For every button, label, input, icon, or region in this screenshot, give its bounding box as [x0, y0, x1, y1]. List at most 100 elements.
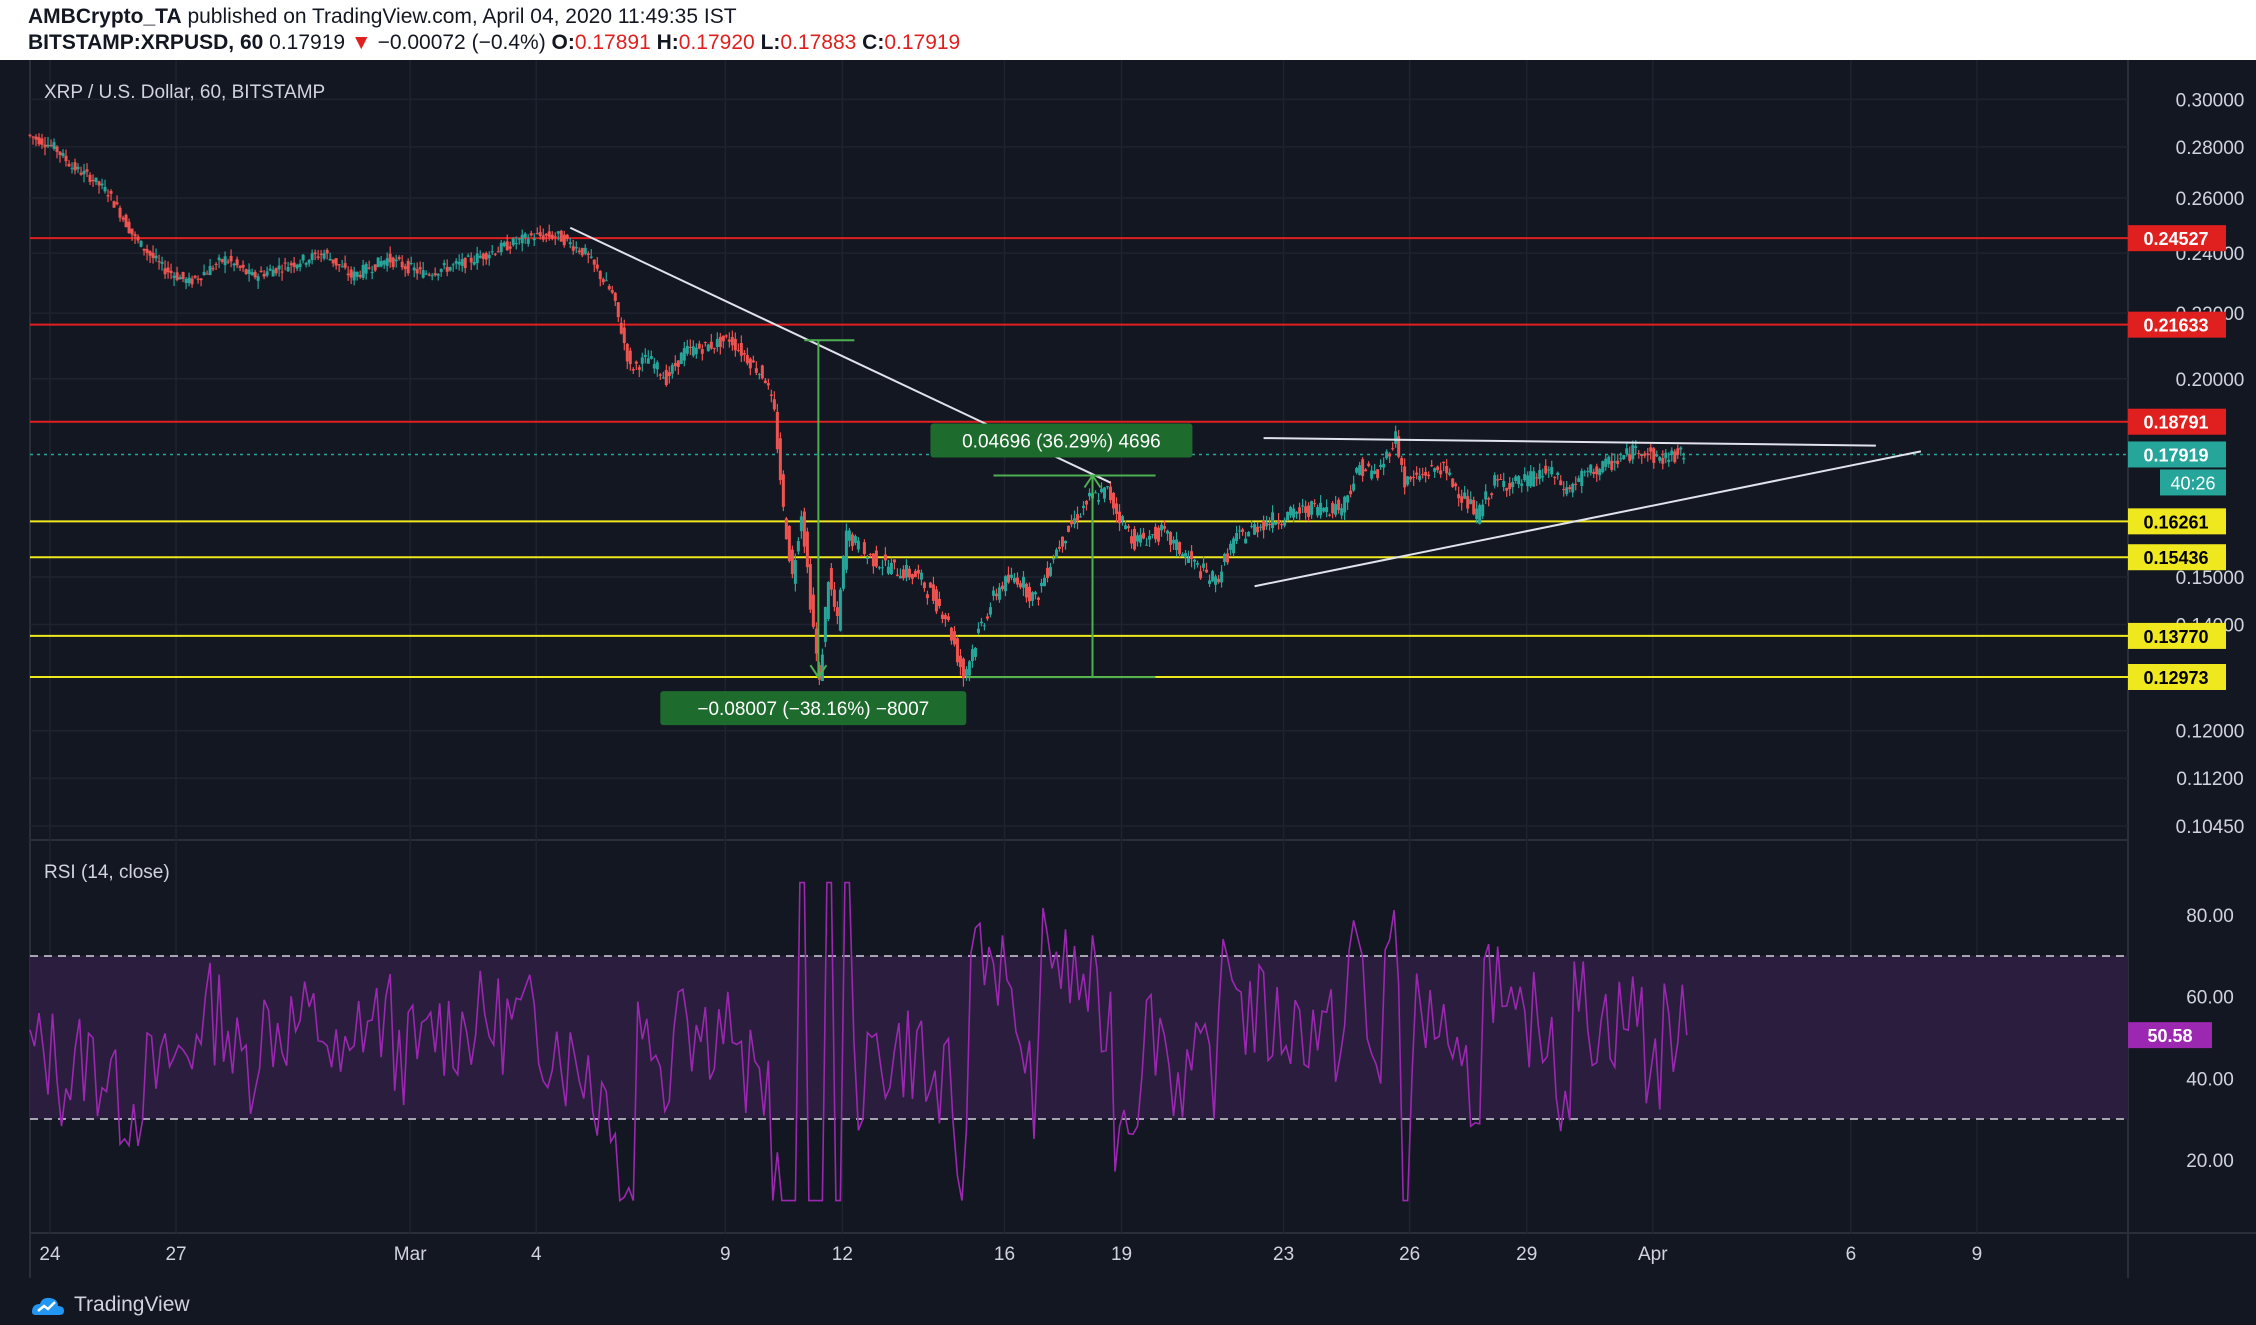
candle-body: [673, 362, 677, 367]
candle-body: [361, 264, 365, 278]
rsi-y-tick-label: 20.00: [2186, 1151, 2234, 1172]
candle-body: [1562, 489, 1566, 491]
candle-body: [319, 253, 323, 255]
candle-body: [1544, 465, 1548, 474]
candle-body: [1103, 487, 1107, 499]
candle-body: [1388, 453, 1392, 457]
y-tick-label: 0.12000: [2176, 722, 2245, 743]
candle-body: [832, 589, 836, 607]
candle-body: [250, 272, 254, 276]
candle-body: [904, 565, 908, 578]
candle-body: [1427, 474, 1431, 477]
candle-body: [1331, 502, 1335, 514]
candle-body: [1589, 464, 1593, 473]
candle-body: [1475, 508, 1479, 520]
tradingview-logo[interactable]: TradingView: [28, 1293, 190, 1317]
candle-body: [1133, 528, 1137, 550]
candle-body: [1634, 446, 1638, 449]
candle-body: [568, 242, 572, 245]
candle-body: [598, 270, 602, 280]
candle-body: [1145, 544, 1149, 546]
candle-body: [652, 364, 656, 369]
candle-body: [385, 258, 389, 266]
candle-body: [724, 335, 728, 337]
candle-body: [226, 261, 230, 263]
candle-body: [547, 231, 551, 238]
candle-body: [34, 136, 38, 140]
candle-body: [982, 625, 986, 627]
candle-body: [760, 365, 764, 379]
candle-body: [1616, 460, 1620, 465]
candle-body: [1391, 448, 1395, 450]
candle-body: [1139, 534, 1143, 543]
candle-body: [1322, 507, 1326, 512]
candle-body: [1066, 525, 1070, 532]
candle-body: [1136, 535, 1140, 542]
rsi-value-label: 50.58: [2147, 1026, 2192, 1046]
candle-body: [1115, 503, 1119, 514]
candle-body: [943, 615, 947, 620]
candle-body: [835, 607, 839, 617]
candle-body: [637, 367, 641, 370]
candle-body: [1652, 448, 1656, 463]
candle-body: [1520, 483, 1524, 486]
candle-body: [952, 631, 956, 645]
candle-body: [202, 271, 206, 276]
candle-body: [406, 260, 410, 274]
high-label: H:: [656, 31, 679, 54]
candle-body: [1079, 516, 1083, 518]
candle-body: [31, 136, 35, 138]
candle-body: [958, 655, 962, 668]
candle-body: [430, 275, 434, 277]
candle-body: [1262, 521, 1266, 531]
candle-body: [1094, 492, 1098, 494]
candle-body: [1379, 464, 1383, 468]
candle-body: [1166, 530, 1170, 534]
candle-body: [1655, 454, 1659, 457]
candle-body: [268, 268, 272, 271]
candle-body: [1232, 538, 1236, 554]
candle-body: [1030, 592, 1034, 601]
candle-body: [460, 259, 464, 266]
candle-body: [1505, 487, 1509, 491]
candle-body: [1487, 498, 1491, 500]
x-tick-label: 27: [165, 1244, 186, 1265]
candle-body: [1343, 496, 1347, 513]
candle-body: [775, 411, 779, 450]
candle-body: [583, 247, 587, 254]
candle-body: [43, 144, 47, 148]
candle-body: [466, 255, 470, 257]
candle-body: [1439, 470, 1443, 475]
candle-body: [997, 587, 1001, 600]
candle-body: [1202, 563, 1206, 568]
open-value: 0.17891: [574, 31, 651, 54]
candle-body: [1448, 472, 1452, 475]
candle-body: [265, 271, 269, 276]
candle-body: [1640, 454, 1644, 456]
candle-body: [358, 274, 362, 277]
rsi-title: RSI (14, close): [44, 862, 170, 883]
candle-body: [751, 360, 755, 363]
candle-body: [37, 137, 41, 145]
candle-body: [562, 234, 566, 246]
chart-canvas[interactable]: 24 27 Mar 4 9 12 16 19 23 26 29 Apr 6 9 0.30000 0.28000…: [0, 60, 2256, 1325]
candle-body: [1631, 444, 1635, 460]
candle-body: [916, 569, 920, 574]
candle-body: [1112, 492, 1116, 509]
candle-body: [1250, 526, 1254, 528]
candle-body: [124, 214, 128, 228]
candle-body: [64, 155, 68, 162]
candle-body: [1484, 491, 1488, 500]
candle-body: [610, 290, 614, 293]
x-tick-label: 9: [1972, 1244, 1983, 1265]
candle-body: [784, 518, 788, 540]
candle-body: [1532, 471, 1536, 487]
candle-body: [472, 261, 476, 265]
chart-frame[interactable]: 24 27 Mar 4 9 12 16 19 23 26 29 Apr 6 9 0.30000 0.28000…: [0, 60, 2256, 1325]
candle-body: [712, 347, 716, 349]
candle-body: [646, 358, 650, 364]
author-name[interactable]: AMBCrypto_TA: [28, 5, 182, 28]
candle-body: [370, 271, 374, 273]
candle-body: [322, 253, 326, 259]
candle-body: [1289, 506, 1293, 516]
